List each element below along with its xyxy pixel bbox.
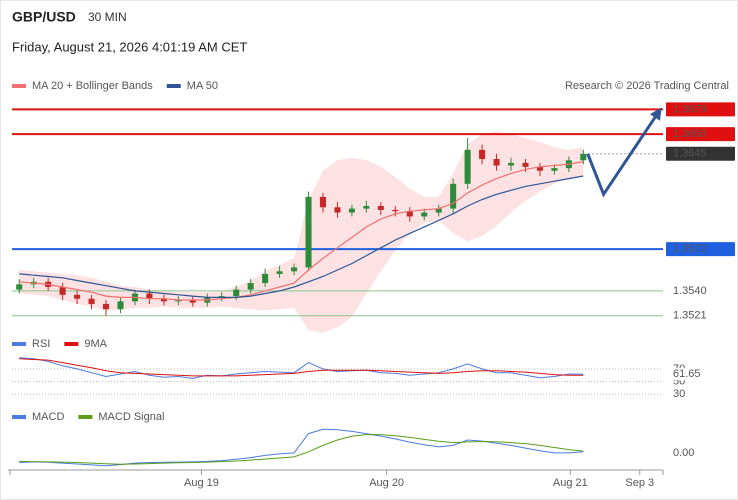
legend-swatch [12, 342, 26, 346]
x-tick-label: Aug 20 [369, 477, 404, 489]
legend-label: MACD Signal [98, 411, 164, 423]
forecast-arrow [586, 107, 662, 198]
candle-body [218, 296, 225, 298]
candle-body [189, 300, 196, 303]
level-label: 1.3540 [673, 285, 707, 297]
candle-body [233, 289, 240, 297]
bollinger-band [19, 131, 584, 333]
candle-body [493, 158, 500, 166]
legend-swatch [12, 84, 26, 88]
legend-swatch [78, 415, 93, 419]
legend-label: MACD [32, 411, 64, 423]
candle-body [580, 153, 587, 161]
candle-body [74, 294, 81, 299]
candle-body [479, 149, 486, 159]
current-box [666, 368, 706, 381]
candle-body [464, 149, 471, 184]
legend-swatch [166, 84, 181, 88]
level-label: 1.3645 [673, 148, 707, 160]
candle-body [88, 298, 95, 304]
candle-body [392, 209, 399, 212]
datetime: Friday, August 21, 2026 4:01:19 AM CET [12, 39, 247, 54]
indicator-line [19, 358, 584, 377]
candle-body [117, 301, 124, 310]
candle-body [348, 208, 355, 213]
candle-body [59, 286, 66, 295]
candle-body [334, 207, 341, 213]
level-box [666, 242, 735, 257]
legend-swatch [12, 415, 26, 419]
candle-body [450, 183, 457, 209]
candle-body [421, 212, 428, 217]
level-label: 1.3660 [673, 128, 707, 140]
timeframe: 30 MIN [88, 10, 127, 24]
legend-label: 9MA [84, 338, 107, 350]
candle-body [319, 196, 327, 208]
indicator-line [19, 428, 584, 467]
y-tick-label: 0.00 [673, 447, 694, 459]
level-box [666, 127, 735, 142]
legend-label: RSI [32, 338, 50, 350]
candle-body [536, 166, 543, 171]
candle-body [276, 271, 283, 274]
legend-label: MA 20 + Bollinger Bands [32, 80, 153, 92]
level-box [666, 146, 735, 161]
candle-body [146, 293, 153, 299]
candle-body [522, 162, 529, 167]
legend-label: MA 50 [187, 80, 218, 92]
ma-line [19, 175, 584, 298]
ma-line [19, 161, 584, 301]
candle-body [102, 303, 110, 310]
candle-body [363, 206, 370, 209]
x-tick-label: Aug 21 [553, 477, 588, 489]
candle-body [406, 211, 413, 217]
level-box [666, 102, 735, 117]
candle-body [262, 273, 269, 284]
level-label: 1.3572 [673, 243, 707, 255]
candle-body [377, 206, 384, 210]
candle-body [507, 162, 515, 166]
y-tick-label: 30 [673, 388, 685, 400]
candle-body [16, 284, 23, 290]
indicator-line [19, 434, 584, 465]
candle-body [435, 208, 442, 213]
x-tick-label: Sep 3 [625, 477, 654, 489]
credit: Research © 2026 Trading Central [565, 80, 729, 92]
candle-body [160, 298, 167, 302]
x-tick-label: Aug 19 [184, 477, 219, 489]
candle-body [551, 168, 558, 171]
candle-body [291, 267, 298, 272]
pair: GBP/USD [12, 9, 76, 25]
level-label: 1.3679 [673, 103, 707, 115]
candle-body [305, 196, 312, 268]
legend-swatch [64, 342, 79, 346]
level-label: 1.3521 [673, 310, 707, 322]
candle-body [175, 300, 182, 302]
current-label: 61.65 [673, 368, 701, 380]
candle-body [247, 283, 254, 290]
